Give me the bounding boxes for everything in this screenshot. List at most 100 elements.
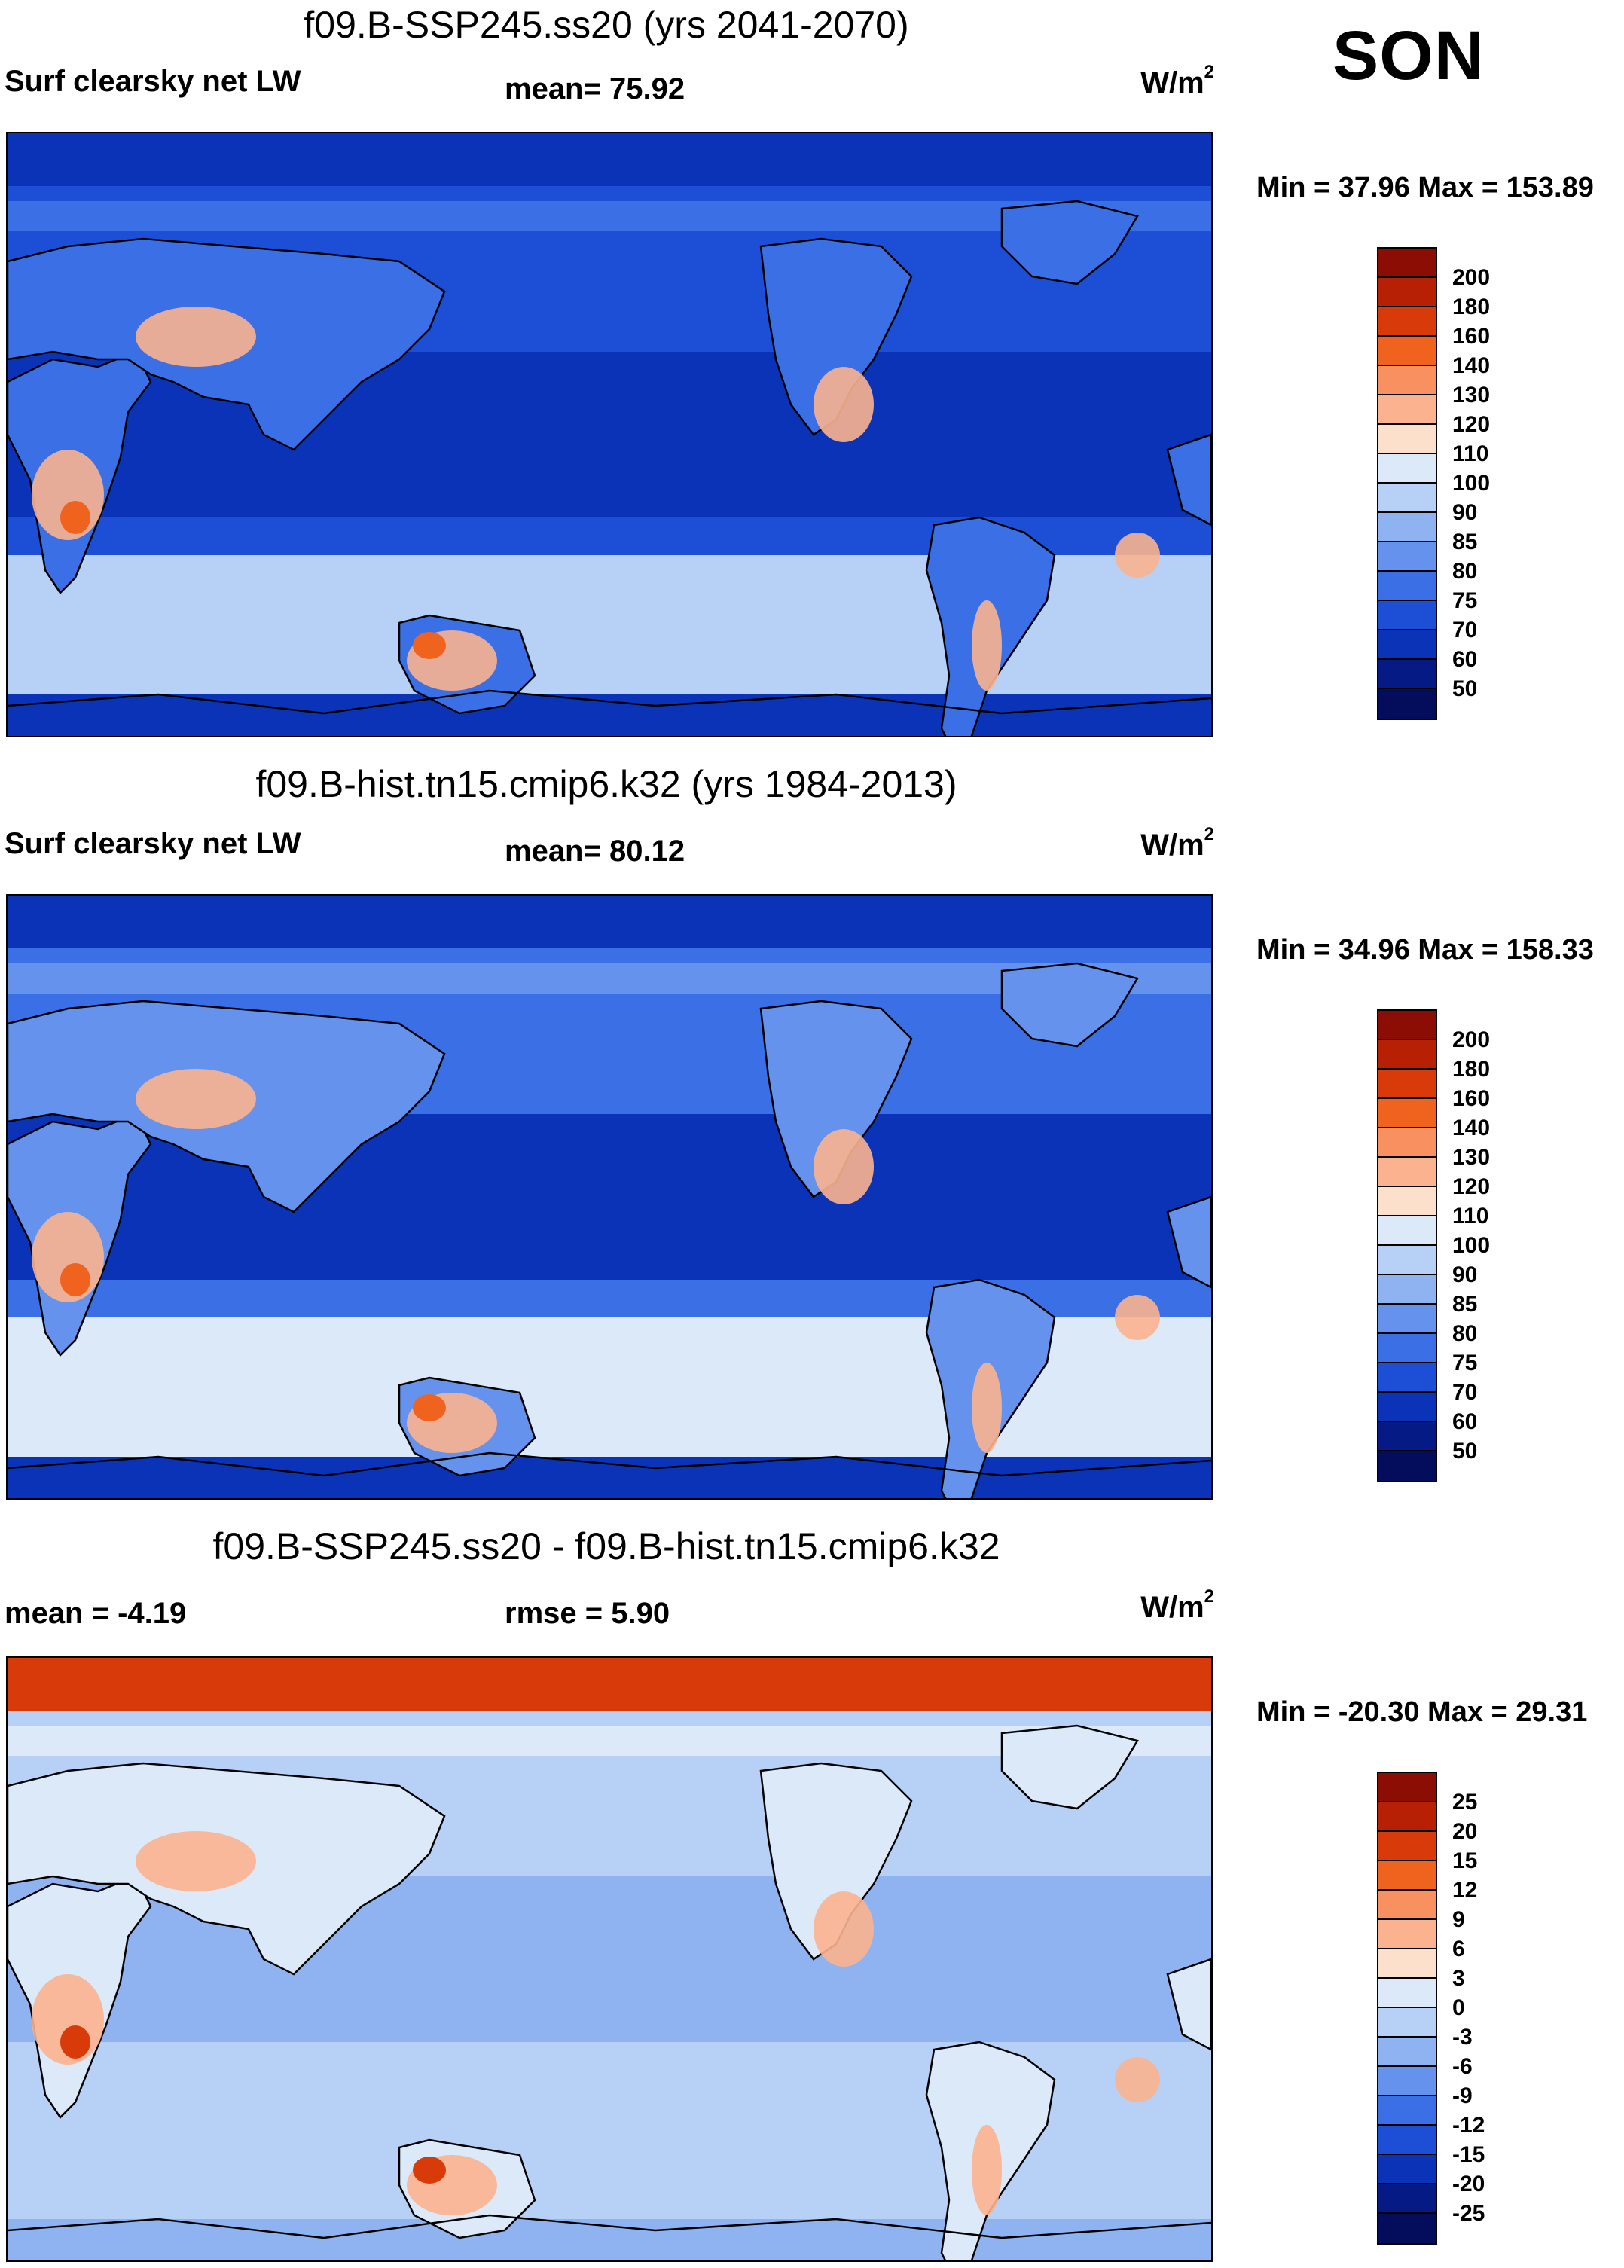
colorbar-tick-label: 100: [1452, 471, 1491, 496]
colorbar: [1377, 1009, 1437, 1482]
colorbar-box: [1378, 601, 1436, 630]
warm-region: [136, 1831, 256, 1891]
colorbar-box: [1378, 1451, 1436, 1481]
colorbar-box: [1378, 542, 1436, 572]
min-max-label: Min = 37.96 Max = 153.89: [1256, 172, 1594, 203]
colorbar-box: [1378, 1187, 1436, 1216]
colorbar-tick-label: 160: [1452, 1086, 1491, 1111]
colorbar-tick-label: 20: [1452, 1819, 1478, 1844]
colorbar-tick-label: -12: [1452, 2113, 1485, 2138]
map-image: [8, 1658, 1211, 2260]
colorbar-box: [1378, 1275, 1436, 1305]
colorbar-tick-label: 80: [1452, 1321, 1478, 1346]
colorbar-box: [1378, 1802, 1436, 1832]
colorbar-box: [1378, 454, 1436, 484]
hot-region: [413, 2157, 446, 2184]
warm-region: [972, 1363, 1002, 1453]
colorbar-box: [1378, 1979, 1436, 2008]
colorbar-tick-label: 140: [1452, 353, 1491, 378]
hot-region: [60, 501, 90, 534]
colorbar-tick-label: -15: [1452, 2142, 1485, 2167]
colorbar-box: [1378, 337, 1436, 366]
coastline-antarctica: [8, 1451, 1211, 1477]
colorbar-box: [1378, 1920, 1436, 1949]
warm-region: [814, 1129, 874, 1204]
warm-region: [972, 600, 1002, 691]
colorbar-tick-label: -3: [1452, 2025, 1473, 2050]
warm-region: [814, 1891, 874, 1967]
colorbar-box: [1378, 513, 1436, 542]
colorbar-tick-label: 100: [1452, 1233, 1491, 1258]
continent-outline: [1166, 433, 1211, 527]
colorbar-tick-label: 9: [1452, 1907, 1465, 1932]
warm-region: [136, 1069, 256, 1129]
continent-outline: [1000, 1724, 1139, 1810]
colorbar-box: [1378, 1334, 1436, 1363]
colorbar-box: [1378, 630, 1436, 660]
colorbar-tick-label: -25: [1452, 2201, 1485, 2226]
colorbar-tick-label: 90: [1452, 500, 1478, 525]
warm-region: [1115, 1295, 1160, 1340]
colorbar: [1377, 247, 1437, 720]
colorbar-tick-label: -6: [1452, 2054, 1473, 2079]
map-image: [8, 896, 1211, 1498]
warm-region: [1115, 533, 1160, 578]
rmse-value: rmse = 5.90: [505, 1597, 670, 1630]
hot-region: [60, 2025, 90, 2059]
colorbar-box: [1378, 1011, 1436, 1040]
colorbar-tick-label: 180: [1452, 295, 1491, 319]
colorbar-tick-label: 12: [1452, 1878, 1478, 1903]
mean-value: mean = -4.19: [5, 1597, 187, 1630]
continent-outline: [1166, 1958, 1211, 2051]
hot-region: [413, 1394, 446, 1421]
colorbar-tick-label: 60: [1452, 1409, 1478, 1434]
colorbar-tick-label: 15: [1452, 1848, 1478, 1873]
colorbar-box: [1378, 1305, 1436, 1334]
colorbar-tick-label: -20: [1452, 2172, 1485, 2196]
units-label: W/m2: [1140, 824, 1214, 862]
colorbar-tick-label: 6: [1452, 1937, 1465, 1961]
units-label: W/m2: [1140, 62, 1214, 99]
colorbar-box: [1378, 1949, 1436, 1979]
season-label: SON: [1332, 17, 1485, 94]
colorbar-box: [1378, 1246, 1436, 1275]
coastline-antarctica: [8, 689, 1211, 715]
warm-region: [1115, 2057, 1160, 2102]
colorbar-tick-label: 200: [1452, 265, 1491, 290]
colorbar-box: [1378, 484, 1436, 513]
colorbar-box: [1378, 1422, 1436, 1451]
colorbar-box: [1378, 1773, 1436, 1802]
colorbar-box: [1378, 1099, 1436, 1128]
colorbar-box: [1378, 2126, 1436, 2155]
colorbar-box: [1378, 307, 1436, 337]
colorbar-box: [1378, 1393, 1436, 1422]
colorbar-tick-label: 180: [1452, 1057, 1491, 1082]
colorbar-box: [1378, 2008, 1436, 2038]
colorbar-tick-label: 110: [1452, 441, 1489, 466]
map-image: [8, 133, 1211, 736]
min-max-label: Min = -20.30 Max = 29.31: [1256, 1696, 1588, 1728]
colorbar-tick-label: 130: [1452, 383, 1491, 408]
colorbar-box: [1378, 572, 1436, 601]
colorbar-tick-label: 70: [1452, 1380, 1478, 1405]
colorbar-box: [1378, 1832, 1436, 1861]
warm-region: [136, 307, 256, 367]
colorbar-tick-label: 0: [1452, 1995, 1465, 2020]
map-panel: [6, 1656, 1213, 2262]
colorbar-box: [1378, 1158, 1436, 1187]
colorbar-tick-label: 90: [1452, 1262, 1478, 1287]
colorbar-tick-label: 130: [1452, 1145, 1491, 1170]
colorbar-tick-label: 50: [1452, 1439, 1478, 1464]
arctic-field: [8, 133, 1211, 186]
colorbar-box: [1378, 1216, 1436, 1246]
panel-title: f09.B-SSP245.ss20 (yrs 2041-2070): [304, 4, 909, 46]
variable-name: Surf clearsky net LW: [5, 827, 301, 860]
colorbar: [1377, 1772, 1437, 2245]
units-label: W/m2: [1140, 1586, 1214, 1624]
map-panel: [6, 132, 1213, 737]
hot-region: [60, 1263, 90, 1296]
panel-title: f09.B-SSP245.ss20 - f09.B-hist.tn15.cmip…: [212, 1525, 1000, 1567]
colorbar-box: [1378, 249, 1436, 278]
colorbar-tick-label: 25: [1452, 1790, 1478, 1815]
colorbar-tick-label: 85: [1452, 1292, 1478, 1317]
